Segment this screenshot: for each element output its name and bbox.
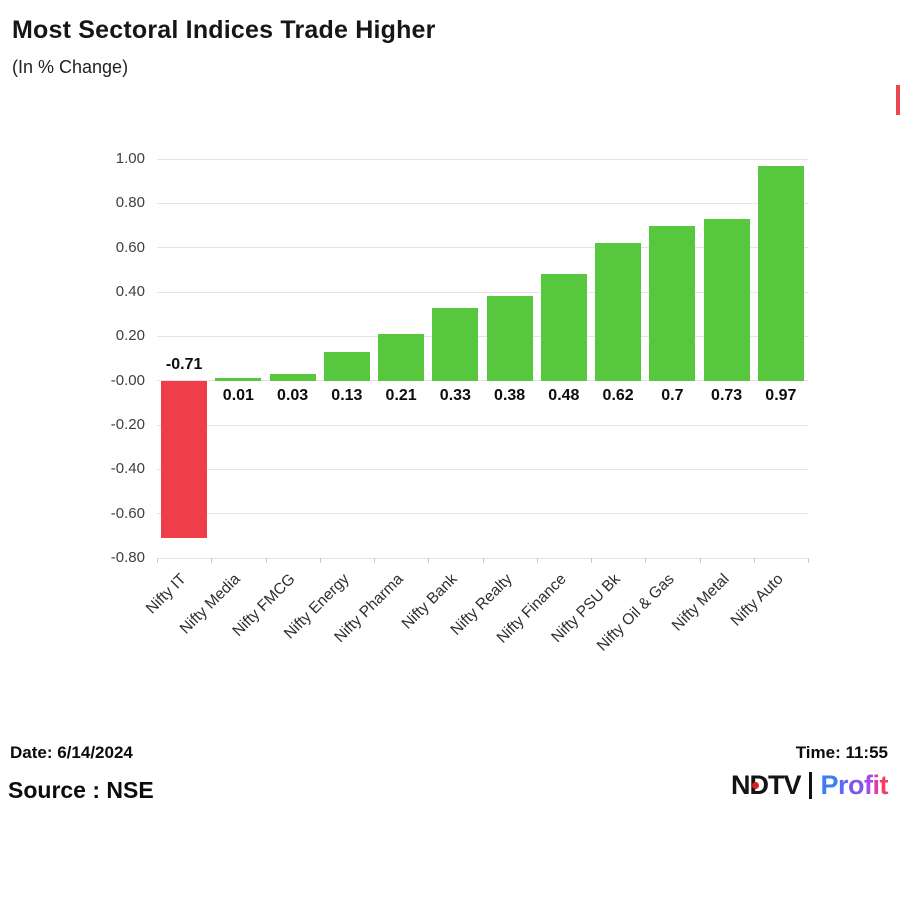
bar-nifty-media bbox=[215, 378, 262, 381]
x-axis-tick bbox=[536, 558, 538, 563]
y-axis-tick-label: -0.80 bbox=[110, 549, 145, 566]
bar-value-label: 0.73 bbox=[711, 386, 743, 404]
y-axis-tick-label: 0.20 bbox=[115, 327, 145, 345]
bar-nifty-energy bbox=[323, 351, 370, 381]
bar-value-label: 0.48 bbox=[548, 386, 580, 404]
x-axis-tick bbox=[699, 558, 701, 563]
y-axis-tick-label: -0.20 bbox=[110, 416, 145, 433]
time-label: Time: 11:55 bbox=[795, 743, 888, 762]
x-axis-tick bbox=[482, 558, 484, 563]
bar-value-label: 0.33 bbox=[439, 386, 471, 404]
source-label: Source : NSE bbox=[8, 777, 154, 803]
bar-nifty-metal bbox=[703, 218, 750, 381]
gridline bbox=[157, 335, 808, 337]
x-axis-tick bbox=[591, 558, 592, 563]
x-axis-tick bbox=[265, 558, 267, 563]
ndtv-text: NDTV bbox=[730, 770, 801, 800]
gridline bbox=[157, 468, 808, 470]
profit-letter: t bbox=[879, 770, 889, 800]
bar-chart: 1.00 0.80 0.60 0.40 0.20 -0.00 -0.20 -0.40 -0.60… bbox=[110, 150, 809, 655]
x-axis-tick bbox=[753, 558, 755, 563]
bar-value-label: 0.21 bbox=[385, 386, 417, 404]
x-axis-tick bbox=[428, 558, 430, 563]
bar-nifty-fmcg bbox=[269, 374, 316, 381]
y-axis-tick-label: 0.60 bbox=[115, 238, 145, 256]
bar-nifty-finance bbox=[540, 274, 587, 381]
right-edge-accent-bar bbox=[896, 85, 900, 115]
gridline bbox=[157, 291, 808, 293]
bar-value-label: 0.97 bbox=[765, 386, 797, 404]
x-axis-tick bbox=[319, 558, 321, 563]
logo-separator-bar bbox=[809, 771, 813, 799]
page-subtitle: (In % Change) bbox=[12, 57, 129, 77]
gridline bbox=[157, 424, 808, 426]
bar-nifty-pharma bbox=[378, 334, 425, 381]
y-axis-tick-label: -0.40 bbox=[110, 460, 145, 478]
x-axis-tick bbox=[374, 558, 375, 563]
ndtv-red-dot-icon bbox=[752, 781, 760, 789]
profit-wordmark: Profit bbox=[820, 767, 888, 803]
profit-letter: i bbox=[872, 770, 880, 800]
y-axis-tick-label: 0.40 bbox=[115, 283, 145, 300]
bar-value-label: 0.13 bbox=[331, 386, 363, 404]
ndtv-wordmark: NDTV bbox=[731, 767, 801, 803]
x-axis-tick bbox=[157, 558, 158, 563]
gridline bbox=[157, 202, 808, 204]
y-axis-tick-label: -0.00 bbox=[110, 371, 145, 389]
bar-nifty-auto bbox=[757, 165, 804, 381]
date-label: Date: 6/14/2024 bbox=[10, 743, 133, 762]
gridline bbox=[157, 158, 808, 160]
bar-value-label: 0.03 bbox=[277, 386, 309, 404]
bar-value-label: 0.38 bbox=[494, 386, 526, 404]
bar-nifty-it bbox=[161, 380, 208, 539]
profit-letter: r bbox=[837, 770, 849, 800]
bar-nifty-realty bbox=[486, 296, 533, 381]
bar-value-label: -0.71 bbox=[165, 355, 203, 373]
profit-letter: o bbox=[847, 770, 865, 800]
y-axis-tick-label: 1.00 bbox=[115, 150, 145, 167]
bar-value-label: 0.01 bbox=[222, 386, 254, 404]
profit-letter: f bbox=[863, 770, 873, 800]
gridline bbox=[157, 513, 808, 515]
page-title: Most Sectoral Indices Trade Higher bbox=[12, 16, 436, 44]
bar-value-label: 0.7 bbox=[661, 386, 684, 404]
profit-letter: P bbox=[820, 770, 838, 800]
y-axis-tick-label: -0.60 bbox=[110, 504, 145, 522]
bar-nifty-bank bbox=[432, 307, 479, 381]
x-axis-tick bbox=[645, 558, 647, 563]
y-axis-tick-label: 0.80 bbox=[115, 194, 145, 212]
x-axis-tick bbox=[211, 558, 213, 563]
bar-value-label: 0.62 bbox=[602, 386, 634, 404]
ndtv-profit-logo: NDTV Profit bbox=[731, 767, 889, 803]
bar-nifty-psu-bk bbox=[595, 243, 642, 381]
bar-nifty-oil-gas bbox=[649, 225, 696, 381]
gridline bbox=[157, 380, 808, 382]
x-axis-tick bbox=[808, 558, 809, 563]
gridline bbox=[157, 247, 808, 249]
